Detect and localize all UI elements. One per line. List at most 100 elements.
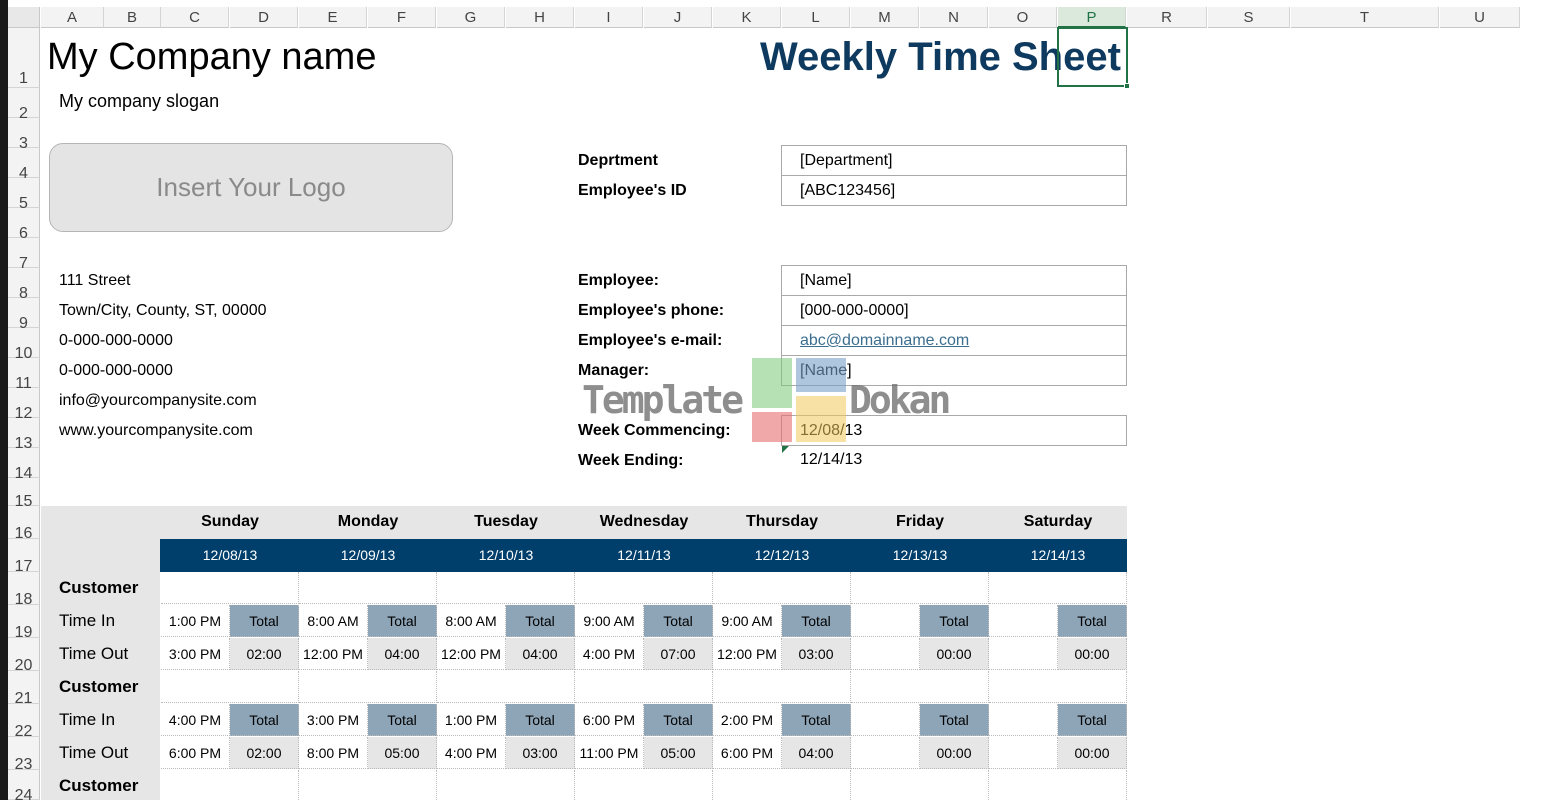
customer-cell[interactable]	[437, 770, 575, 800]
customer-cell[interactable]	[989, 770, 1127, 800]
time-out-cell[interactable]	[989, 737, 1058, 769]
column-header-j[interactable]: J	[644, 7, 712, 28]
time-out-cell[interactable]: 4:00 PM	[437, 737, 506, 769]
customer-cell[interactable]	[575, 770, 713, 800]
row-header-15[interactable]: 15	[8, 478, 40, 510]
column-header-e[interactable]: E	[299, 7, 367, 28]
customer-cell[interactable]	[989, 572, 1127, 604]
column-header-b[interactable]: B	[104, 7, 161, 28]
time-in-cell[interactable]	[851, 605, 920, 637]
time-in-cell[interactable]: 9:00 AM	[713, 605, 782, 637]
time-in-cell[interactable]: 3:00 PM	[299, 704, 368, 736]
row-header-2[interactable]: 2	[8, 88, 40, 122]
column-header-s[interactable]: S	[1208, 7, 1290, 28]
row-header-14[interactable]: 14	[8, 448, 40, 482]
row-header-13[interactable]: 13	[8, 418, 40, 452]
customer-cell[interactable]	[713, 572, 851, 604]
row-header-4[interactable]: 4	[8, 148, 40, 182]
time-in-cell[interactable]: 8:00 AM	[437, 605, 506, 637]
time-out-cell[interactable]: 6:00 PM	[161, 737, 230, 769]
row-header-5[interactable]: 5	[8, 178, 40, 212]
time-out-cell[interactable]: 12:00 PM	[713, 638, 782, 670]
customer-cell[interactable]	[713, 671, 851, 703]
time-in-cell[interactable]: 8:00 AM	[299, 605, 368, 637]
select-all-corner[interactable]	[8, 7, 40, 28]
customer-cell[interactable]	[299, 770, 437, 800]
customer-cell[interactable]	[437, 572, 575, 604]
row-header-7[interactable]: 7	[8, 238, 40, 272]
time-out-cell[interactable]: 12:00 PM	[437, 638, 506, 670]
customer-cell[interactable]	[299, 671, 437, 703]
time-out-cell[interactable]	[851, 737, 920, 769]
column-header-o[interactable]: O	[989, 7, 1057, 28]
employee-email-field[interactable]: abc@domainname.com	[781, 325, 1127, 356]
row-header-16[interactable]: 16	[8, 506, 40, 542]
department-field[interactable]: [Department]	[781, 145, 1127, 176]
row-header-12[interactable]: 12	[8, 388, 40, 422]
time-in-cell[interactable]: 1:00 PM	[437, 704, 506, 736]
row-header-9[interactable]: 9	[8, 298, 40, 332]
customer-cell[interactable]	[299, 572, 437, 604]
row-header-24[interactable]: 24	[8, 770, 40, 800]
time-in-cell[interactable]	[989, 605, 1058, 637]
time-in-cell[interactable]: 4:00 PM	[161, 704, 230, 736]
logo-placeholder[interactable]: Insert Your Logo	[49, 143, 453, 232]
customer-cell[interactable]	[437, 671, 575, 703]
time-out-cell[interactable]: 12:00 PM	[299, 638, 368, 670]
column-header-l[interactable]: L	[782, 7, 850, 28]
column-header-i[interactable]: I	[575, 7, 643, 28]
column-header-n[interactable]: N	[920, 7, 988, 28]
time-out-cell[interactable]: 6:00 PM	[713, 737, 782, 769]
time-in-cell[interactable]: 2:00 PM	[713, 704, 782, 736]
time-in-cell[interactable]: 6:00 PM	[575, 704, 644, 736]
time-in-cell[interactable]	[989, 704, 1058, 736]
customer-cell[interactable]	[713, 770, 851, 800]
employee-phone-field[interactable]: [000-000-0000]	[781, 295, 1127, 326]
time-out-cell[interactable]	[989, 638, 1058, 670]
row-header-18[interactable]: 18	[8, 572, 40, 608]
row-header-1[interactable]: 1	[8, 28, 40, 88]
time-out-cell[interactable]: 8:00 PM	[299, 737, 368, 769]
column-header-c[interactable]: C	[161, 7, 229, 28]
customer-cell[interactable]	[851, 572, 989, 604]
customer-cell[interactable]	[575, 572, 713, 604]
time-in-cell[interactable]: 9:00 AM	[575, 605, 644, 637]
column-header-m[interactable]: M	[851, 7, 919, 28]
column-header-t[interactable]: T	[1291, 7, 1439, 28]
employee-id-field[interactable]: [ABC123456]	[781, 175, 1127, 206]
time-in-cell[interactable]	[851, 704, 920, 736]
employee-name-field[interactable]: [Name]	[781, 265, 1127, 296]
customer-cell[interactable]	[161, 770, 299, 800]
row-header-3[interactable]: 3	[8, 118, 40, 152]
row-header-10[interactable]: 10	[8, 328, 40, 362]
time-in-cell[interactable]: 1:00 PM	[161, 605, 230, 637]
row-header-19[interactable]: 19	[8, 605, 40, 641]
column-header-a[interactable]: A	[41, 7, 104, 28]
row-header-22[interactable]: 22	[8, 704, 40, 740]
customer-cell[interactable]	[989, 671, 1127, 703]
customer-cell[interactable]	[851, 671, 989, 703]
column-header-d[interactable]: D	[230, 7, 298, 28]
row-header-8[interactable]: 8	[8, 268, 40, 302]
column-header-r[interactable]: R	[1127, 7, 1207, 28]
fill-handle[interactable]	[1124, 83, 1130, 89]
column-header-f[interactable]: F	[368, 7, 436, 28]
time-out-cell[interactable]: 4:00 PM	[575, 638, 644, 670]
customer-cell[interactable]	[851, 770, 989, 800]
time-out-cell[interactable]: 3:00 PM	[161, 638, 230, 670]
customer-cell[interactable]	[161, 572, 299, 604]
customer-cell[interactable]	[575, 671, 713, 703]
row-header-17[interactable]: 17	[8, 539, 40, 575]
row-header-6[interactable]: 6	[8, 208, 40, 242]
active-cell-selection[interactable]	[1057, 27, 1128, 87]
column-header-g[interactable]: G	[437, 7, 505, 28]
column-header-h[interactable]: H	[506, 7, 574, 28]
row-header-20[interactable]: 20	[8, 638, 40, 674]
employee-email-link[interactable]: abc@domainname.com	[800, 332, 970, 349]
time-out-cell[interactable]: 11:00 PM	[575, 737, 644, 769]
row-header-21[interactable]: 21	[8, 671, 40, 707]
column-header-u[interactable]: U	[1440, 7, 1520, 28]
row-header-23[interactable]: 23	[8, 737, 40, 773]
row-header-11[interactable]: 11	[8, 358, 40, 392]
column-header-k[interactable]: K	[713, 7, 781, 28]
